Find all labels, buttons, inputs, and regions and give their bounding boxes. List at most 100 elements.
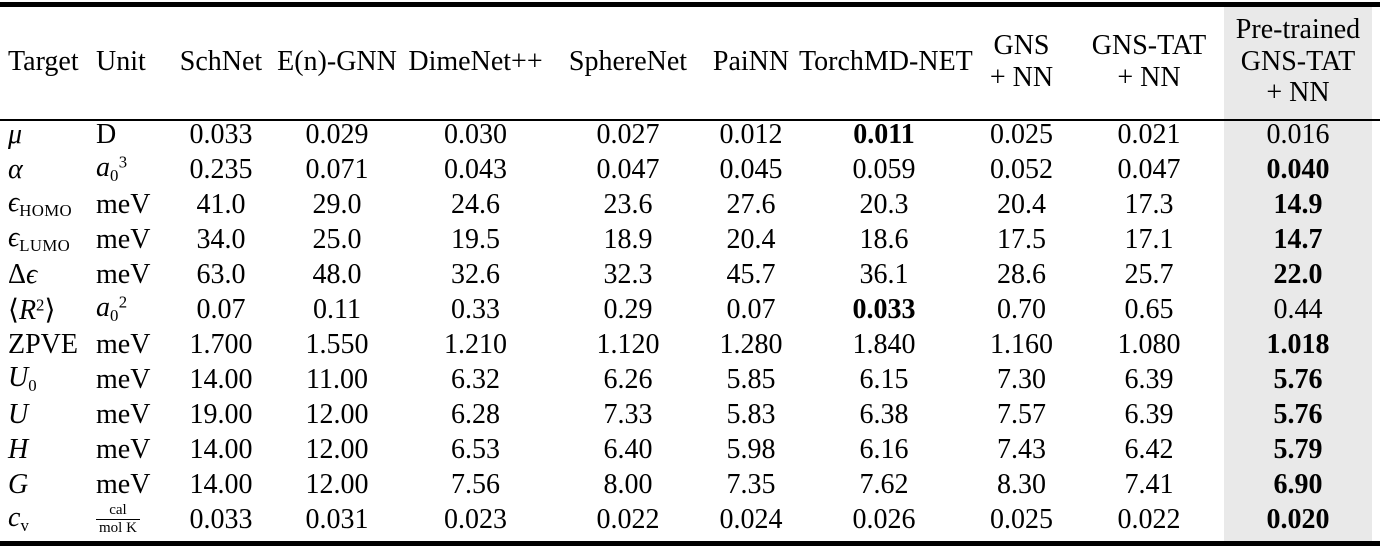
cell-g-gns-tat-nn: 7.41 — [1124, 468, 1174, 500]
cell-delta-eps-painn: 45.7 — [726, 258, 776, 290]
cell-delta-eps-spherenet: 32.3 — [603, 258, 653, 290]
cell-u0-dimenet-pp: 6.32 — [451, 363, 500, 395]
cell-eps-homo-spherenet: 23.6 — [603, 188, 653, 220]
row-unit-mu: D — [96, 118, 117, 150]
cell-eps-lumo-dimenet-pp: 19.5 — [451, 223, 500, 255]
cell-cv-schnet: 0.033 — [189, 503, 253, 535]
header-separator-rule — [0, 119, 1380, 121]
column-header-unit: Unit — [96, 45, 146, 77]
cell-alpha-schnet: 0.235 — [189, 153, 253, 185]
row-label-eps-lumo: ϵLUMO — [8, 222, 71, 256]
cell-g-dimenet-pp: 7.56 — [451, 468, 500, 500]
cell-u-en-gnn: 12.00 — [305, 398, 369, 430]
cell-mu-torchmd-net: 0.011 — [853, 118, 915, 150]
header-row: Target Unit SchNet E(n)-GNN DimeNet++ SphereN… — [0, 6, 1380, 117]
pretrained-column-highlight — [1224, 7, 1372, 541]
table-row-u0: U0 meV 14.00 11.00 6.32 6.26 5.85 6.15 7.30 6.39 5… — [0, 362, 1380, 397]
cell-mu-en-gnn: 0.029 — [305, 118, 369, 150]
table-row-delta-eps: Δϵ meV 63.0 48.0 32.6 32.3 45.7 36.1 28.6 25.7 22.… — [0, 257, 1380, 292]
cell-r-squared-spherenet: 0.29 — [603, 293, 653, 325]
row-unit-u: meV — [96, 398, 151, 430]
cell-u-schnet: 19.00 — [189, 398, 253, 430]
cell-zpve-painn: 1.280 — [719, 328, 783, 360]
cell-eps-lumo-painn: 20.4 — [726, 223, 776, 255]
cell-eps-lumo-gns-nn: 17.5 — [997, 223, 1046, 255]
cell-u0-en-gnn: 11.00 — [306, 363, 368, 395]
column-header-schnet: SchNet — [179, 45, 263, 77]
cell-eps-homo-painn: 27.6 — [726, 188, 776, 220]
row-label-r-squared: ⟨R2⟩ — [8, 294, 56, 326]
column-header-pretrained-gns-tat-nn: Pre-trained GNS-TAT + NN — [1235, 14, 1361, 109]
row-label-h: H — [8, 433, 29, 465]
cell-alpha-pretrained-gns-tat-nn: 0.040 — [1266, 153, 1330, 185]
benchmark-results-table: Target Unit SchNet E(n)-GNN DimeNet++ SphereN… — [0, 6, 1380, 537]
cell-u-gns-tat-nn: 6.39 — [1124, 398, 1174, 430]
cell-u0-gns-nn: 7.30 — [997, 363, 1046, 395]
cell-h-pretrained-gns-tat-nn: 5.79 — [1273, 433, 1323, 465]
cell-mu-gns-tat-nn: 0.021 — [1117, 118, 1181, 150]
table-row-mu: μ D 0.033 0.029 0.030 0.027 0.012 0.011 0.025 0.0… — [0, 117, 1380, 152]
cell-alpha-torchmd-net: 0.059 — [852, 153, 916, 185]
cell-eps-lumo-gns-tat-nn: 17.1 — [1124, 223, 1174, 255]
cell-u0-torchmd-net: 6.15 — [859, 363, 909, 395]
cell-r-squared-schnet: 0.07 — [196, 293, 246, 325]
cell-h-torchmd-net: 6.16 — [859, 433, 909, 465]
cell-eps-lumo-pretrained-gns-tat-nn: 14.7 — [1273, 223, 1323, 255]
cell-eps-homo-torchmd-net: 20.3 — [859, 188, 909, 220]
cell-eps-lumo-torchmd-net: 18.6 — [859, 223, 909, 255]
cell-u0-pretrained-gns-tat-nn: 5.76 — [1273, 363, 1323, 395]
cell-alpha-dimenet-pp: 0.043 — [444, 153, 507, 185]
cell-cv-gns-nn: 0.025 — [990, 503, 1053, 535]
cell-zpve-spherenet: 1.120 — [596, 328, 660, 360]
cell-u0-schnet: 14.00 — [189, 363, 253, 395]
cell-zpve-pretrained-gns-tat-nn: 1.018 — [1266, 328, 1330, 360]
row-label-alpha: α — [8, 153, 23, 185]
cell-eps-homo-gns-tat-nn: 17.3 — [1124, 188, 1174, 220]
cell-eps-homo-dimenet-pp: 24.6 — [451, 188, 500, 220]
cell-r-squared-painn: 0.07 — [726, 293, 776, 325]
cell-u-torchmd-net: 6.38 — [859, 398, 909, 430]
cell-r-squared-gns-nn: 0.70 — [997, 293, 1046, 325]
row-unit-zpve: meV — [96, 328, 151, 360]
row-label-g: G — [8, 468, 29, 500]
column-header-painn: PaiNN — [712, 45, 790, 77]
cell-eps-homo-pretrained-gns-tat-nn: 14.9 — [1273, 188, 1323, 220]
row-label-zpve: ZPVE — [8, 328, 78, 360]
table-row-zpve: ZPVE meV 1.700 1.550 1.210 1.120 1.280 1.840 1.1… — [0, 327, 1380, 362]
cell-delta-eps-dimenet-pp: 32.6 — [451, 258, 500, 290]
cell-delta-eps-schnet: 63.0 — [196, 258, 246, 290]
cell-g-torchmd-net: 7.62 — [859, 468, 909, 500]
table-body: μ D 0.033 0.029 0.030 0.027 0.012 0.011 0.025 0.0… — [0, 117, 1380, 537]
cell-cv-dimenet-pp: 0.023 — [444, 503, 507, 535]
cell-r-squared-gns-tat-nn: 0.65 — [1124, 293, 1174, 325]
cell-u0-painn: 5.85 — [726, 363, 776, 395]
cell-u0-gns-tat-nn: 6.39 — [1124, 363, 1174, 395]
cell-g-en-gnn: 12.00 — [305, 468, 369, 500]
cell-alpha-spherenet: 0.047 — [596, 153, 660, 185]
cell-g-gns-nn: 8.30 — [997, 468, 1046, 500]
cell-u0-spherenet: 6.26 — [603, 363, 653, 395]
cell-r-squared-torchmd-net: 0.033 — [852, 293, 916, 325]
cell-h-gns-nn: 7.43 — [997, 433, 1046, 465]
cell-g-pretrained-gns-tat-nn: 6.90 — [1273, 468, 1323, 500]
cell-mu-dimenet-pp: 0.030 — [444, 118, 507, 150]
cell-eps-homo-schnet: 41.0 — [196, 188, 246, 220]
cell-h-en-gnn: 12.00 — [305, 433, 369, 465]
column-header-gns-tat-nn: GNS-TAT + NN — [1091, 29, 1207, 93]
table-row-r-squared: ⟨R2⟩ a02 0.07 0.11 0.33 0.29 0.07 0.033 0.70 0.65… — [0, 292, 1380, 327]
cell-mu-schnet: 0.033 — [189, 118, 253, 150]
cell-zpve-gns-nn: 1.160 — [990, 328, 1053, 360]
cell-eps-lumo-en-gnn: 25.0 — [312, 223, 362, 255]
cell-h-spherenet: 6.40 — [603, 433, 653, 465]
cell-h-painn: 5.98 — [726, 433, 776, 465]
row-unit-g: meV — [96, 468, 151, 500]
row-unit-eps-lumo: meV — [96, 223, 151, 255]
row-label-mu: μ — [8, 118, 23, 150]
cell-eps-homo-en-gnn: 29.0 — [312, 188, 362, 220]
table-bottom-rule — [0, 541, 1380, 546]
cell-u-gns-nn: 7.57 — [997, 398, 1046, 430]
cell-cv-pretrained-gns-tat-nn: 0.020 — [1266, 503, 1330, 535]
